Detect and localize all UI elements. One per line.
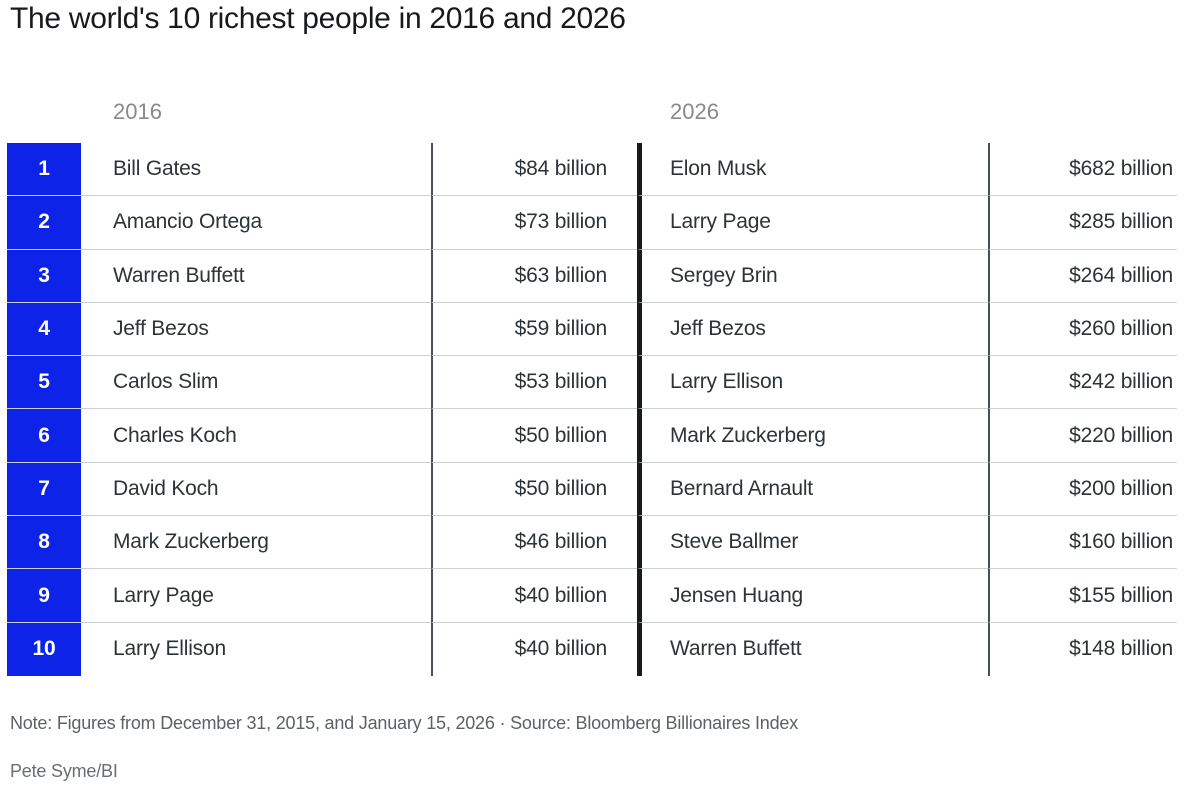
author-credit: Pete Syme/BI bbox=[10, 761, 118, 781]
page-title: The world's 10 richest people in 2016 an… bbox=[10, 2, 626, 35]
name-2016: Larry Ellison bbox=[81, 622, 431, 676]
rank-badge: 8 bbox=[7, 516, 81, 570]
worth-2016: $50 billion bbox=[431, 462, 637, 517]
worth-2016: $63 billion bbox=[431, 249, 637, 303]
rank-badge: 9 bbox=[7, 569, 81, 623]
rank-badge: 10 bbox=[7, 622, 81, 676]
name-2016: David Koch bbox=[81, 462, 431, 517]
name-2026: Elon Musk bbox=[637, 143, 988, 197]
richest-people-table: 1 Bill Gates $84 billion Elon Musk $682 bill… bbox=[7, 143, 1177, 676]
worth-2016: $40 billion bbox=[431, 622, 637, 676]
rank-badge: 5 bbox=[7, 356, 81, 410]
worth-2026: $242 billion bbox=[988, 356, 1177, 410]
name-2016: Bill Gates bbox=[81, 143, 431, 197]
worth-2026: $155 billion bbox=[988, 569, 1177, 623]
name-2026: Warren Buffett bbox=[637, 622, 988, 676]
worth-2016: $59 billion bbox=[431, 302, 637, 357]
rank-badge: 7 bbox=[7, 462, 81, 517]
name-2026: Sergey Brin bbox=[637, 249, 988, 303]
worth-2026: $220 billion bbox=[988, 409, 1177, 463]
source-note: Note: Figures from December 31, 2015, an… bbox=[10, 713, 799, 733]
rank-badge: 3 bbox=[7, 249, 81, 303]
worth-2016: $84 billion bbox=[431, 143, 637, 197]
worth-2016: $40 billion bbox=[431, 569, 637, 623]
rank-badge: 2 bbox=[7, 196, 81, 250]
name-2016: Amancio Ortega bbox=[81, 196, 431, 250]
name-2016: Jeff Bezos bbox=[81, 302, 431, 357]
worth-2026: $682 billion bbox=[988, 143, 1177, 197]
year-header-2026: 2026 bbox=[670, 99, 719, 124]
worth-2016: $53 billion bbox=[431, 356, 637, 410]
worth-2026: $264 billion bbox=[988, 249, 1177, 303]
rank-badge: 1 bbox=[7, 143, 81, 197]
rank-badge: 4 bbox=[7, 302, 81, 357]
worth-2026: $285 billion bbox=[988, 196, 1177, 250]
name-2016: Larry Page bbox=[81, 569, 431, 623]
year-header-2016: 2016 bbox=[113, 99, 162, 124]
worth-2016: $50 billion bbox=[431, 409, 637, 463]
worth-2026: $260 billion bbox=[988, 302, 1177, 357]
worth-2016: $73 billion bbox=[431, 196, 637, 250]
name-2026: Mark Zuckerberg bbox=[637, 409, 988, 463]
name-2016: Mark Zuckerberg bbox=[81, 516, 431, 570]
rank-badge: 6 bbox=[7, 409, 81, 463]
name-2026: Jensen Huang bbox=[637, 569, 988, 623]
name-2026: Larry Ellison bbox=[637, 356, 988, 410]
name-2016: Charles Koch bbox=[81, 409, 431, 463]
worth-2026: $200 billion bbox=[988, 462, 1177, 517]
name-2016: Carlos Slim bbox=[81, 356, 431, 410]
name-2016: Warren Buffett bbox=[81, 249, 431, 303]
name-2026: Jeff Bezos bbox=[637, 302, 988, 357]
name-2026: Larry Page bbox=[637, 196, 988, 250]
name-2026: Bernard Arnault bbox=[637, 462, 988, 517]
name-2026: Steve Ballmer bbox=[637, 516, 988, 570]
worth-2026: $160 billion bbox=[988, 516, 1177, 570]
worth-2016: $46 billion bbox=[431, 516, 637, 570]
worth-2026: $148 billion bbox=[988, 622, 1177, 676]
